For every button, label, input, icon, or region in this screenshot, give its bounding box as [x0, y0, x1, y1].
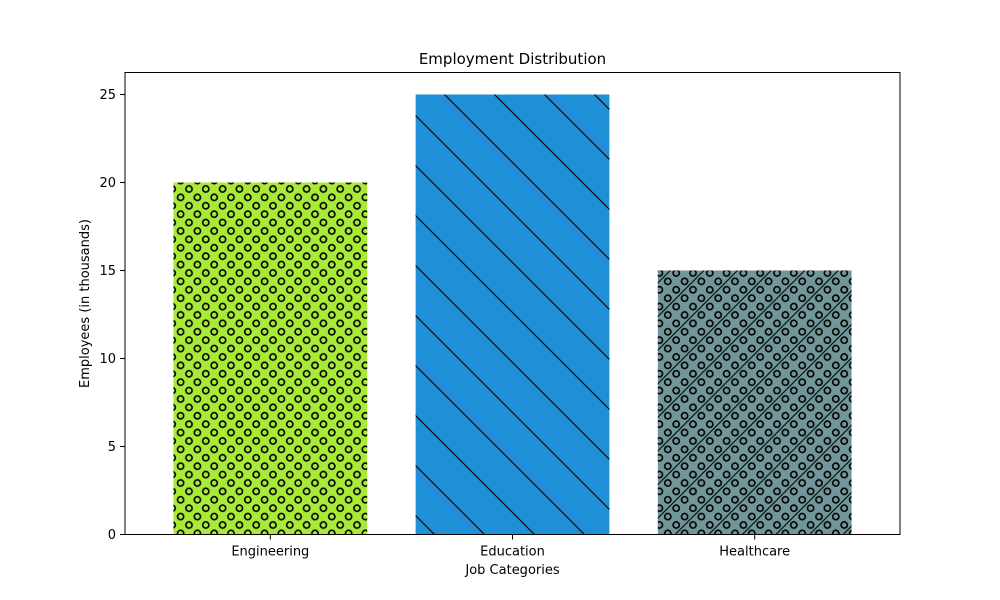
- y-tick-label: 20: [99, 176, 116, 191]
- bars-group: [173, 94, 852, 535]
- x-axis-label: Job Categories: [464, 563, 559, 578]
- bar-healthcare: [657, 270, 852, 535]
- y-axis-ticks: 0 5 10 15 20 25: [99, 88, 125, 543]
- x-tick-label: Education: [480, 545, 545, 560]
- bar-hatch: [415, 94, 610, 535]
- x-axis-ticks: Engineering Education Healthcare: [231, 534, 790, 560]
- y-axis-label: Employees (in thousands): [78, 219, 93, 388]
- y-tick-label: 5: [108, 440, 116, 455]
- chart-title: Employment Distribution: [419, 50, 606, 68]
- bar-hatch: [657, 270, 852, 535]
- x-tick-label: Healthcare: [719, 545, 790, 560]
- x-tick-label: Engineering: [231, 545, 309, 560]
- bar-education: [415, 94, 610, 535]
- bar-engineering: [173, 182, 368, 535]
- y-tick-label: 0: [108, 528, 116, 543]
- y-tick-label: 15: [99, 264, 116, 279]
- y-tick-label: 10: [99, 352, 116, 367]
- y-tick-label: 25: [99, 88, 116, 103]
- bar-hatch: [173, 182, 368, 535]
